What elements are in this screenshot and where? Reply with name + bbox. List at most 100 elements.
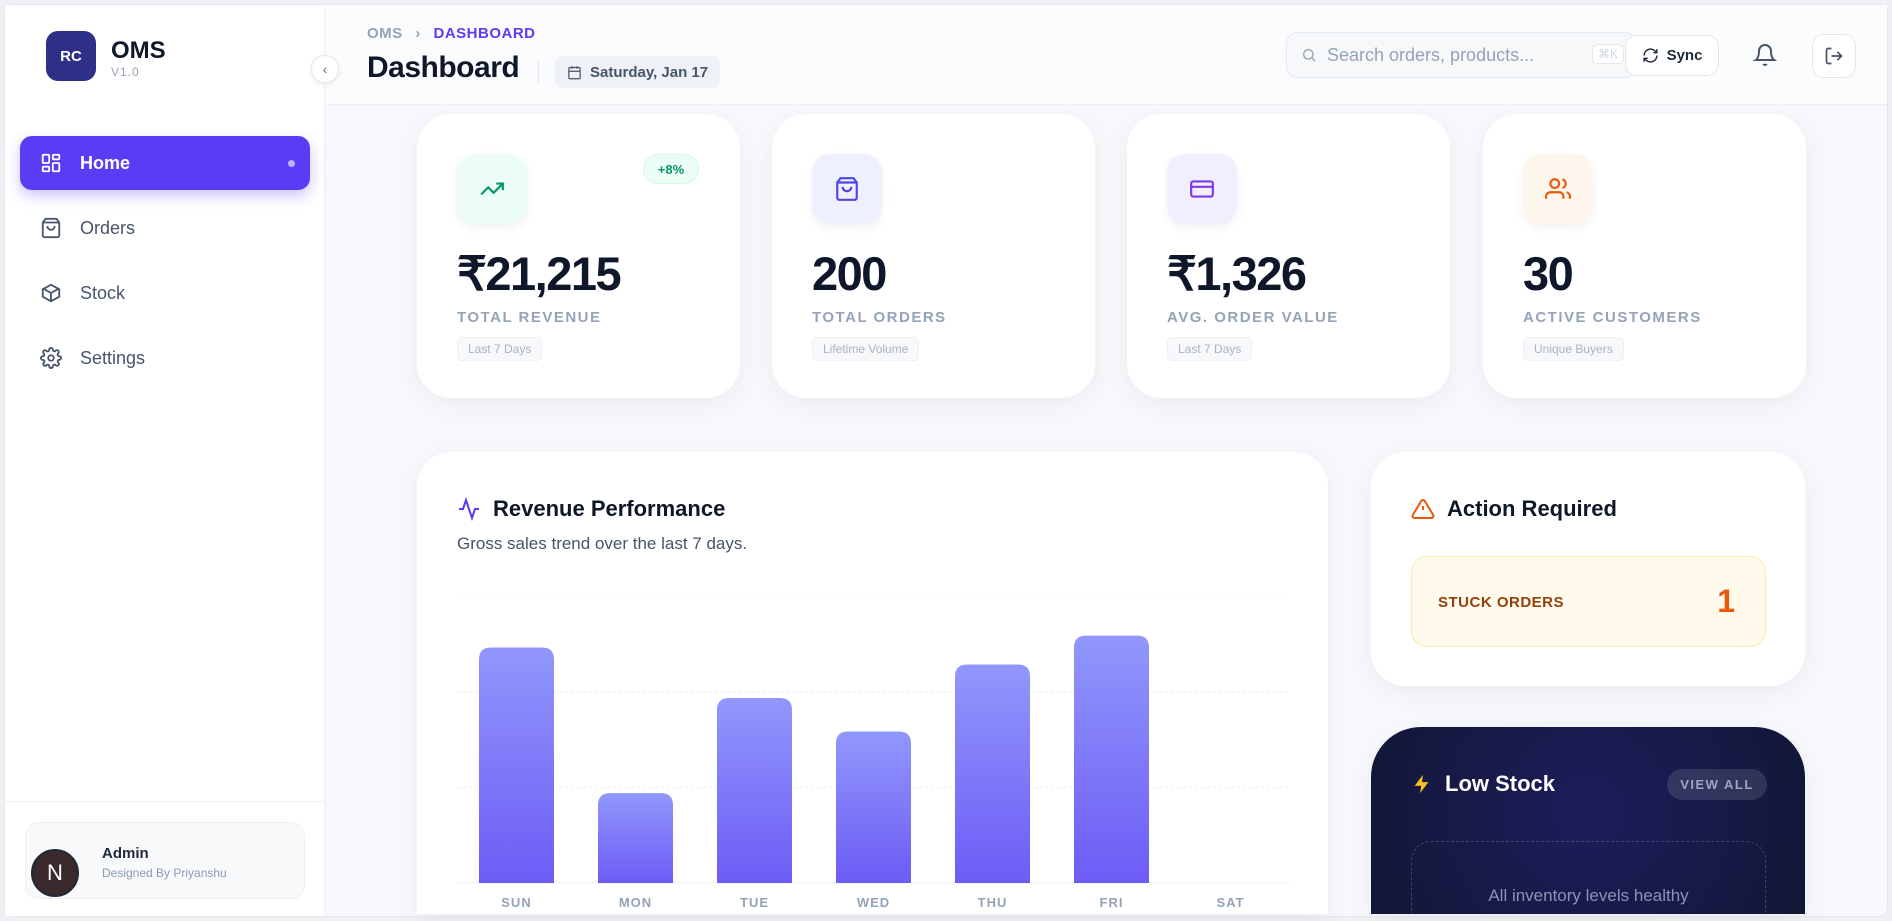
app-window: RC OMS V1.0 Home Orders Stock Settings N… (4, 4, 1888, 917)
stat-tag: Lifetime Volume (812, 337, 920, 361)
logo: RC (46, 31, 96, 81)
x-tick-label: FRI (1100, 895, 1124, 910)
sidebar: RC OMS V1.0 Home Orders Stock Settings N… (5, 5, 325, 916)
lightning-icon (1414, 774, 1429, 794)
version: V1.0 (111, 65, 140, 79)
x-tick-label: WED (857, 895, 890, 910)
stat-tag: Last 7 Days (1167, 337, 1253, 361)
action-title: Action Required (1411, 496, 1617, 522)
divider (538, 60, 539, 84)
view-all-button[interactable]: VIEW ALL (1667, 769, 1767, 800)
bar-mon[interactable] (598, 793, 673, 883)
stuck-orders-alert[interactable]: STUCK ORDERS 1 (1411, 556, 1766, 647)
x-tick-label: SAT (1216, 895, 1244, 910)
chevron-left-icon: ‹ (322, 61, 328, 77)
users-icon (1545, 178, 1571, 199)
trend-badge: +8% (643, 154, 699, 184)
calendar-icon (568, 65, 581, 79)
sync-label: Sync (1666, 47, 1703, 64)
breadcrumb: OMS › DASHBOARD (367, 25, 536, 42)
stuck-orders-label: STUCK ORDERS (1438, 594, 1565, 611)
warning-icon (1411, 498, 1435, 519)
stat-label: ACTIVE CUSTOMERS (1523, 309, 1702, 326)
search-input[interactable]: Search orders, products... ⌘K (1286, 32, 1637, 78)
notifications-button[interactable] (1752, 43, 1778, 72)
search-placeholder: Search orders, products... (1327, 44, 1535, 65)
sidebar-item-orders[interactable]: Orders (20, 201, 310, 255)
bag-icon (41, 217, 61, 239)
grid-icon (41, 153, 61, 173)
breadcrumb-root[interactable]: OMS (367, 25, 403, 42)
stat-card: ₹1,326 AVG. ORDER VALUE Last 7 Days (1127, 114, 1450, 398)
stat-value: ₹21,215 (457, 247, 622, 300)
bar-thu[interactable] (955, 664, 1030, 883)
box-icon (41, 283, 61, 303)
revenue-card: Revenue Performance Gross sales trend ov… (417, 452, 1328, 914)
stat-icon-box (812, 154, 882, 224)
sidebar-item-label: Home (80, 152, 131, 173)
sidebar-item-label: Orders (80, 217, 136, 238)
refresh-icon (1642, 48, 1658, 63)
sidebar-item-label: Stock (80, 282, 126, 303)
stat-tag: Last 7 Days (457, 337, 543, 361)
revenue-bar-chart: SUN MON TUE WED THU FRI SAT (457, 596, 1290, 910)
bar-tue[interactable] (717, 698, 792, 883)
header: OMS › DASHBOARD Dashboard Saturday, Jan … (325, 5, 1887, 105)
stat-label: AVG. ORDER VALUE (1167, 309, 1339, 326)
profile-subtitle: Designed By Priyanshu (102, 866, 227, 880)
x-tick-label: MON (619, 895, 652, 910)
sidebar-footer: N Admin Designed By Priyanshu (5, 801, 325, 913)
stat-card: +8% ₹21,215 TOTAL REVENUE Last 7 Days (417, 114, 740, 398)
stuck-orders-count: 1 (1717, 583, 1735, 619)
revenue-subtitle: Gross sales trend over the last 7 days. (457, 534, 748, 553)
credit-card-icon (1190, 180, 1214, 198)
stat-label: TOTAL ORDERS (812, 309, 947, 326)
shortcut-hint: ⌘K (1591, 44, 1624, 64)
low-stock-card: Low Stock VIEW ALL All inventory levels … (1371, 727, 1805, 914)
active-dot (288, 159, 295, 167)
breadcrumb-separator: › (415, 25, 421, 42)
empty-state: All inventory levels healthy (1411, 841, 1766, 913)
stat-card: 30 ACTIVE CUSTOMERS Unique Buyers (1483, 114, 1806, 398)
x-tick-label: SUN (501, 895, 531, 910)
sidebar-item-settings[interactable]: Settings (20, 331, 310, 385)
stat-value: 30 (1523, 247, 1574, 300)
sync-button[interactable]: Sync (1625, 35, 1719, 76)
current-date: Saturday, Jan 17 (590, 63, 709, 81)
stat-icon-box (1167, 154, 1237, 224)
revenue-title: Revenue Performance (457, 496, 725, 522)
stat-tag: Unique Buyers (1523, 337, 1624, 361)
bar-sun[interactable] (479, 647, 554, 883)
x-tick-label: TUE (740, 895, 769, 910)
trending-up-icon (480, 182, 504, 196)
profile-card[interactable]: N Admin Designed By Priyanshu (25, 822, 305, 899)
sidebar-item-stock[interactable]: Stock (20, 266, 310, 320)
avatar: N (31, 849, 79, 897)
x-tick-label: THU (978, 895, 1008, 910)
stat-label: TOTAL REVENUE (457, 309, 602, 326)
logout-icon (1825, 47, 1843, 65)
sidebar-item-label: Settings (80, 347, 146, 368)
stat-card: 200 TOTAL ORDERS Lifetime Volume (772, 114, 1095, 398)
logout-button[interactable] (1812, 34, 1856, 78)
low-stock-title-text: Low Stock (1445, 771, 1556, 796)
gear-icon (40, 347, 62, 369)
stat-icon-box (1523, 154, 1593, 224)
search-icon (1303, 49, 1316, 62)
breadcrumb-current: DASHBOARD (433, 25, 536, 42)
shopping-bag-icon (836, 177, 858, 201)
bar-fri[interactable] (1074, 635, 1149, 883)
empty-state-text: All inventory levels healthy (1488, 886, 1689, 905)
collapse-sidebar-button[interactable]: ‹ (311, 55, 339, 83)
date-chip: Saturday, Jan 17 (555, 56, 721, 88)
stat-value: ₹1,326 (1167, 247, 1307, 300)
profile-name: Admin (102, 845, 149, 862)
bell-icon (1752, 44, 1778, 66)
bar-wed[interactable] (836, 731, 911, 883)
activity-icon (459, 497, 479, 521)
sidebar-item-home[interactable]: Home (20, 136, 310, 190)
brand-name: OMS (111, 37, 166, 64)
stat-value: 200 (812, 247, 887, 300)
action-title-text: Action Required (1447, 496, 1617, 521)
low-stock-title: Low Stock (1411, 771, 1555, 797)
